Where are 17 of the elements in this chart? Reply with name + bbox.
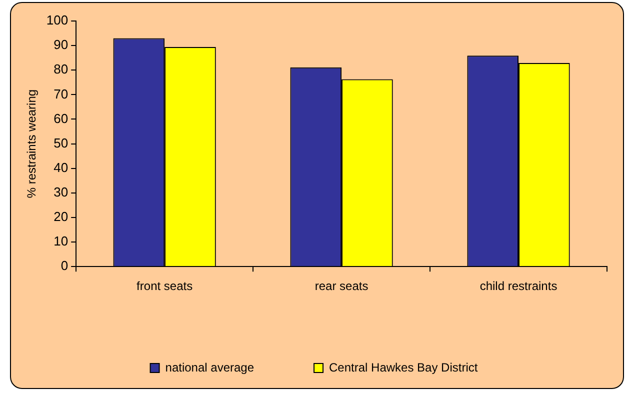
y-tick-label: 100: [46, 12, 68, 28]
x-tick-label: rear seats: [314, 279, 368, 294]
y-tick-label: 0: [60, 258, 68, 274]
legend-label: Central Hawkes Bay District: [329, 360, 478, 374]
y-tick-label: 10: [54, 234, 68, 249]
y-tick-label: 70: [54, 86, 68, 102]
x-tick-label: front seats: [136, 279, 193, 294]
y-tick-label: 40: [54, 160, 68, 175]
y-tick-label: 80: [54, 62, 68, 77]
legend-label: national average: [165, 360, 254, 374]
y-tick-label: 50: [54, 135, 68, 150]
x-tick-label: child restraints: [480, 279, 558, 294]
y-tick-label: 90: [54, 37, 68, 52]
y-axis-title: % restraints wearing: [24, 89, 39, 198]
y-tick-label: 60: [54, 110, 68, 126]
y-tick-label: 30: [54, 184, 68, 200]
y-tick-label: 20: [54, 209, 68, 224]
